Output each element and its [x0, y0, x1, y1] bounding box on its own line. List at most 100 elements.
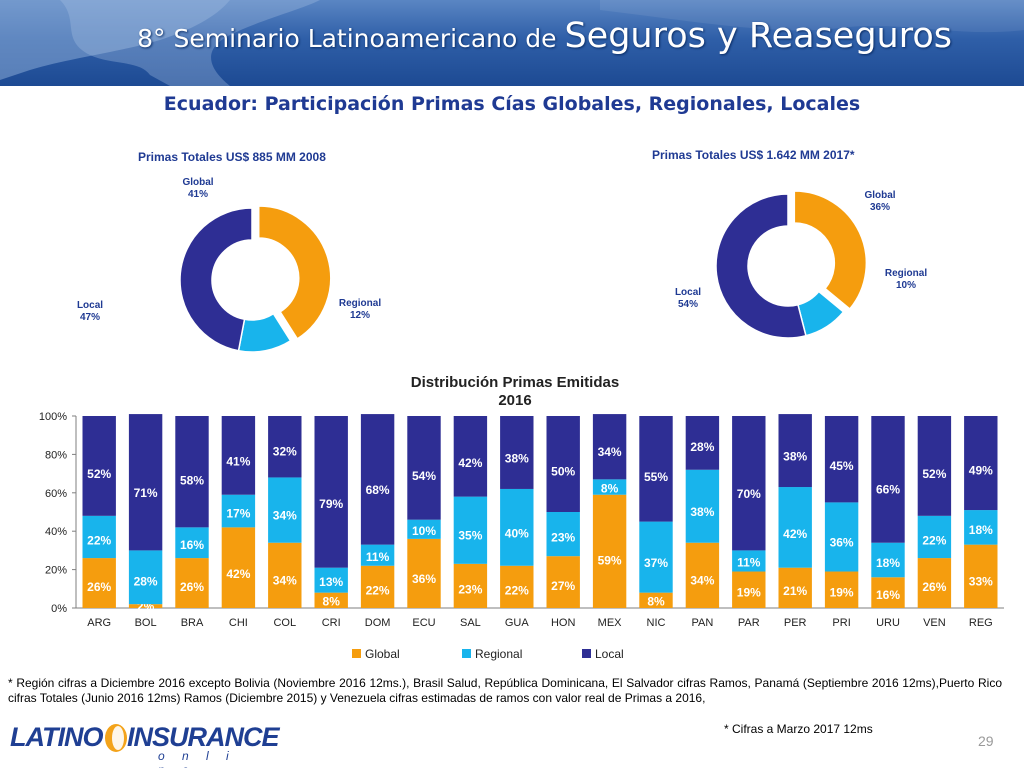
bar-segment-local-uru	[871, 416, 905, 543]
y-tick-label: 40%	[45, 526, 67, 538]
bar-segment-global-ecu	[407, 538, 441, 608]
bar-segment-local-pan	[685, 416, 720, 470]
donut-2017-local-label: Local 54%	[674, 287, 702, 310]
donut-2017-global-label: Global 36%	[864, 190, 896, 213]
data-label-global: 19%	[737, 586, 761, 600]
bar-segment-global-col	[268, 542, 302, 608]
bar-segment-regional-cri	[314, 567, 348, 593]
bar-segment-regional-ecu	[407, 519, 441, 539]
bar-segment-global-dom	[360, 565, 395, 608]
x-tick-label: VEN	[923, 617, 946, 629]
data-label-regional: 37%	[644, 556, 668, 570]
x-tick-label: PER	[784, 617, 807, 629]
data-label-regional: 36%	[830, 535, 854, 549]
bar-segment-local-pri	[824, 416, 859, 503]
bar-segment-local-par	[732, 416, 766, 551]
legend-swatch-global	[352, 649, 361, 658]
bar-segment-local-chi	[221, 416, 256, 495]
x-tick-label: DOM	[365, 617, 391, 629]
x-tick-label: SAL	[460, 617, 481, 629]
bar-segment-local-bol	[128, 414, 163, 551]
bar-segment-local-dom	[360, 414, 395, 545]
data-label-local: 70%	[737, 487, 761, 501]
page-title: Ecuador: Participación Primas Cías Globa…	[163, 93, 861, 115]
bar-segment-regional-pan	[685, 469, 720, 543]
data-label-local: 38%	[505, 451, 529, 465]
bar-chart-title: Distribución Primas Emitidas 2016	[410, 374, 620, 409]
data-label-global: 8%	[323, 595, 341, 609]
data-label-local: 34%	[598, 445, 622, 459]
data-label-local: 66%	[876, 482, 900, 496]
x-tick-label: URU	[876, 617, 900, 629]
donut-2017-slice-global	[793, 190, 868, 310]
data-label-local: 28%	[690, 440, 714, 454]
data-label-local: 45%	[830, 459, 854, 473]
x-tick-label: COL	[273, 617, 296, 629]
data-label-local: 58%	[180, 474, 204, 488]
bar-segment-local-col	[268, 416, 302, 478]
data-label-global: 34%	[690, 574, 714, 588]
bar-segment-local-hon	[546, 416, 580, 512]
donut-2008-title: Primas Totales US$ 885 MM 2008	[138, 150, 326, 164]
data-label-regional: 35%	[458, 529, 482, 543]
y-tick-label: 20%	[45, 565, 67, 577]
data-label-global: 34%	[273, 574, 297, 588]
data-label-global: 36%	[412, 572, 436, 586]
bar-segment-regional-dom	[360, 544, 395, 566]
legend-swatch-regional	[462, 649, 471, 658]
bar-segment-regional-mex	[592, 479, 627, 495]
legend-label-local: Local	[595, 647, 624, 661]
donut-2017-title: Primas Totales US$ 1.642 MM 2017*	[652, 148, 855, 162]
data-label-global: 27%	[551, 579, 575, 593]
legend-swatch-local	[582, 649, 591, 658]
bar-segment-regional-bol	[128, 550, 163, 605]
bar-segment-local-bra	[175, 416, 209, 528]
data-label-global: 33%	[969, 574, 993, 588]
bar-segment-regional-chi	[221, 494, 256, 528]
page-number: 29	[978, 733, 994, 749]
logo-word-online: o n l i n e	[158, 749, 236, 768]
data-label-regional: 40%	[505, 527, 529, 541]
header-banner: 8° Seminario Latinoamericano de Seguros …	[0, 0, 1024, 86]
x-tick-label: BOL	[135, 617, 157, 629]
bar-segment-regional-per	[778, 487, 812, 568]
donut-2017-regional-label: Regional 10%	[884, 268, 928, 291]
data-label-global: 22%	[366, 583, 390, 597]
data-label-regional: 18%	[876, 556, 900, 570]
footnote-cifras: * Cifras a Marzo 2017 12ms	[724, 722, 873, 736]
bar-segment-global-bol	[128, 604, 163, 608]
bar-segment-global-gua	[500, 565, 534, 608]
data-label-global: 21%	[783, 584, 807, 598]
y-tick-label: 0%	[51, 603, 67, 615]
logo-globe-icon	[105, 724, 127, 752]
bar-segment-global-ven	[917, 558, 952, 608]
data-label-regional: 13%	[319, 575, 343, 589]
bar-segment-global-pan	[685, 542, 720, 608]
x-tick-label: REG	[969, 617, 993, 629]
data-label-regional: 38%	[690, 505, 714, 519]
donut-2008-local-label: Local 47%	[76, 300, 104, 323]
bar-segment-global-sal	[453, 563, 488, 608]
bar-segment-local-reg	[964, 416, 998, 511]
stacked-bar-chart: 0%20%40%60%80%100%26%22%52%ARG2%28%71%BO…	[39, 411, 1004, 661]
bar-segment-global-par	[732, 571, 766, 608]
bar-segment-global-reg	[964, 544, 998, 608]
data-label-regional: 16%	[180, 538, 204, 552]
bar-segment-global-mex	[592, 494, 627, 608]
bar-segment-local-gua	[500, 416, 534, 489]
latino-insurance-logo: LATINO INSURANCE o n l i n e	[10, 720, 280, 768]
bar-segment-regional-pri	[824, 502, 859, 572]
data-label-regional: 11%	[737, 556, 761, 570]
footnote: * Región cifras a Diciembre 2016 excepto…	[8, 676, 1002, 705]
data-label-global: 19%	[830, 586, 854, 600]
data-label-global: 23%	[458, 582, 482, 596]
data-label-local: 54%	[412, 469, 436, 483]
bar-segment-regional-uru	[871, 542, 905, 578]
data-label-local: 38%	[783, 449, 807, 463]
bar-segment-regional-hon	[546, 512, 580, 557]
x-tick-label: PAR	[738, 617, 760, 629]
bar-segment-regional-gua	[500, 488, 534, 566]
x-tick-label: ECU	[412, 617, 435, 629]
data-label-global: 42%	[226, 567, 250, 581]
y-tick-label: 60%	[45, 488, 67, 500]
